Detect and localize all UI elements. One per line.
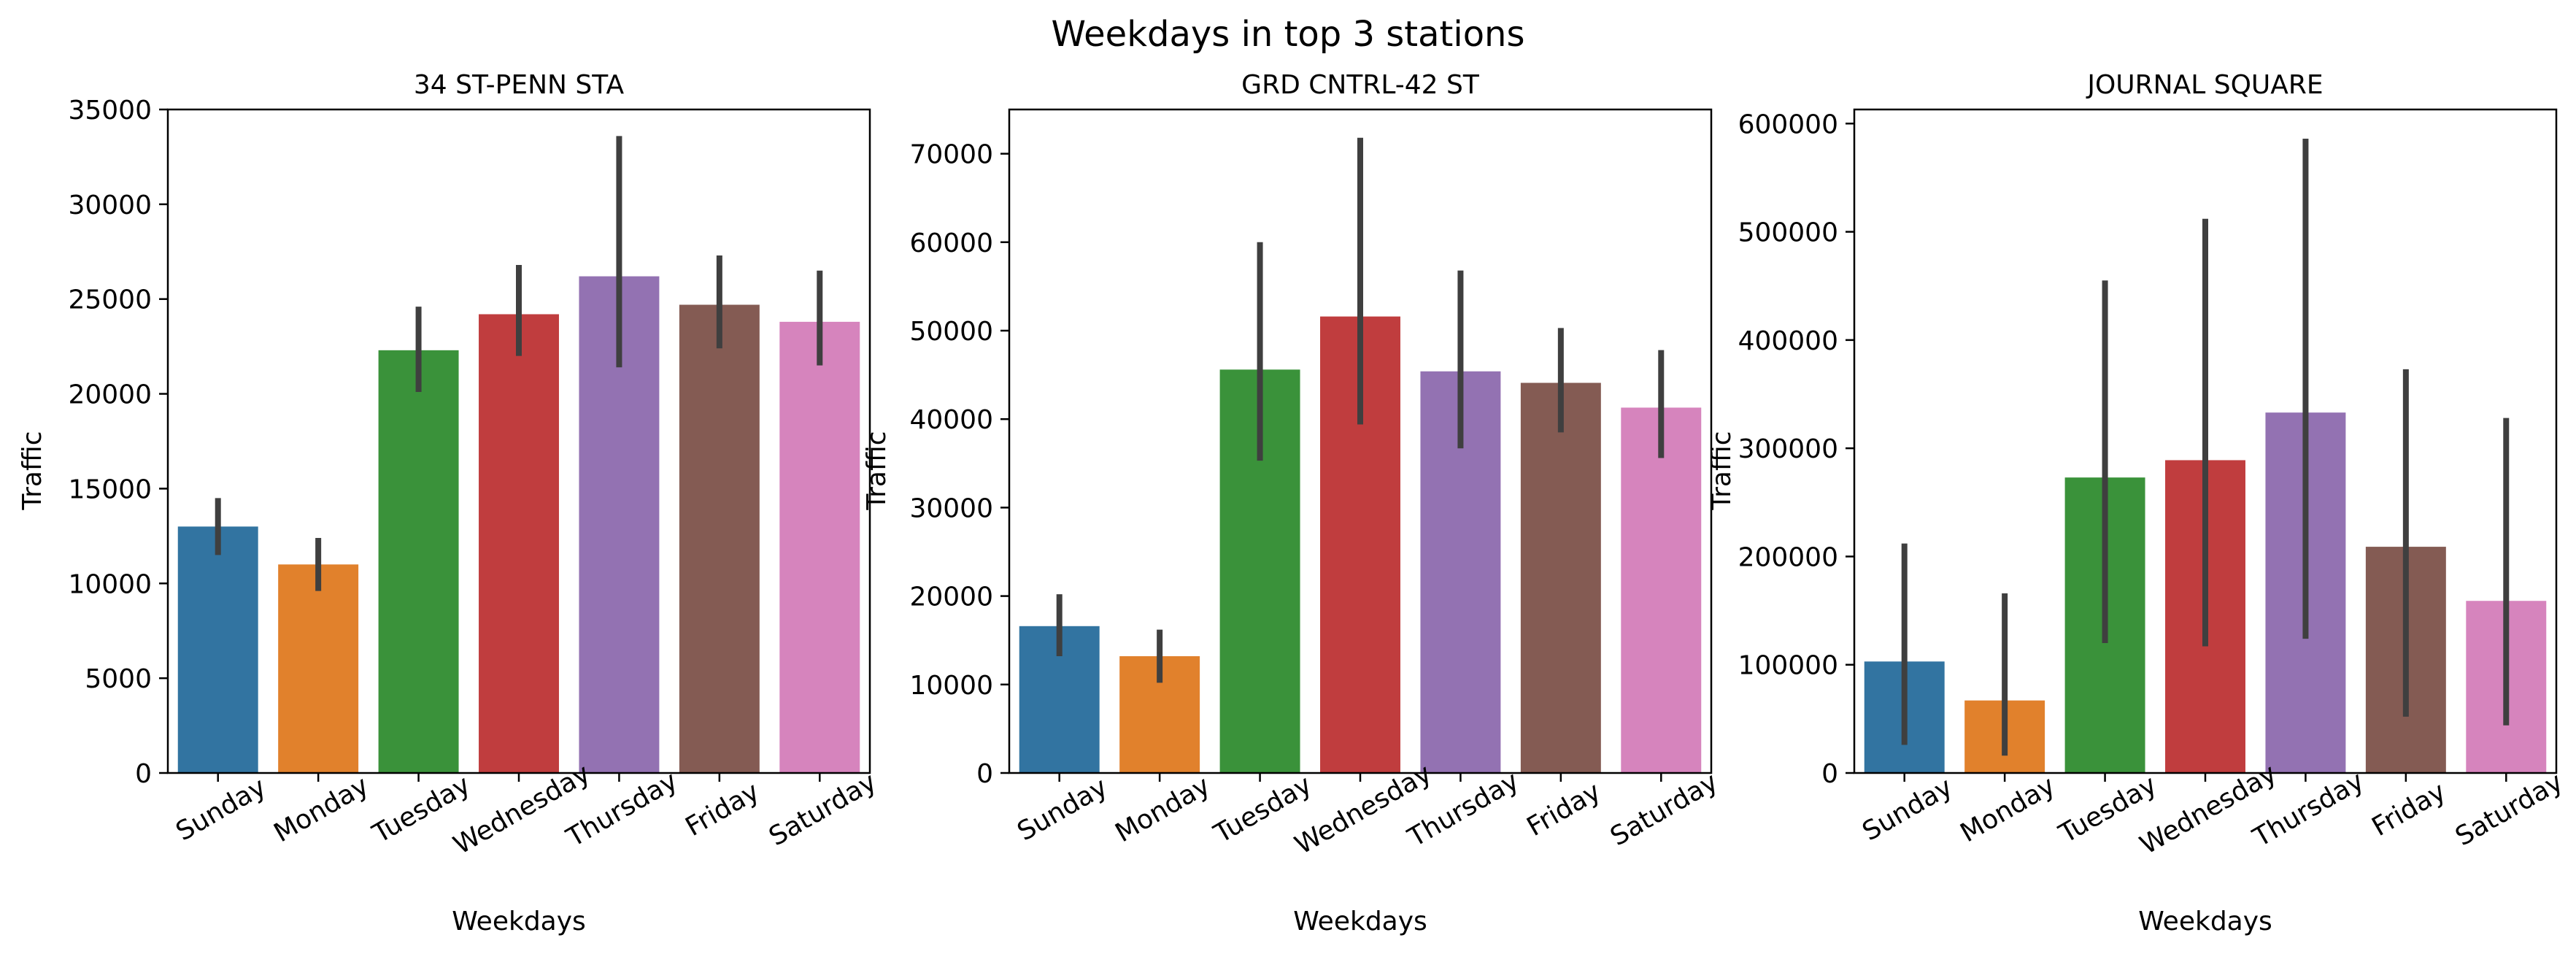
- bar-sunday: [177, 526, 258, 773]
- x-tick-label: Sunday: [171, 772, 271, 847]
- y-tick-label: 5000: [85, 664, 152, 694]
- x-tick-label: Monday: [1111, 771, 1216, 849]
- chart-title: JOURNAL SQUARE: [2086, 70, 2323, 100]
- y-tick-label: 10000: [909, 671, 993, 701]
- x-tick-label: Friday: [2367, 777, 2451, 842]
- y-tick-label: 40000: [909, 405, 993, 435]
- y-tick-label: 15000: [68, 474, 152, 504]
- y-tick-label: 500000: [1738, 218, 1838, 248]
- y-tick-label: 10000: [68, 569, 152, 599]
- chart-panel-2: 0 10000 20000 30000 40000 50000 60000 70000 Sund…: [862, 70, 1723, 936]
- x-tick-label: Sunday: [1857, 772, 1957, 847]
- y-tick-label: 70000: [909, 140, 993, 170]
- bar-wednesday: [479, 314, 559, 773]
- chart-panel-3: 0 100000 200000 300000 400000 500000 600000 Sun…: [1707, 70, 2568, 936]
- x-tick-label: Friday: [1522, 777, 1606, 842]
- x-axis-label: Weekdays: [452, 907, 586, 936]
- y-tick-label: 300000: [1738, 434, 1838, 464]
- y-axis-label: Traffic: [18, 431, 47, 510]
- x-tick-label: Monday: [1956, 771, 2061, 849]
- chart-title: GRD CNTRL-42 ST: [1241, 70, 1480, 100]
- y-tick-label: 50000: [909, 317, 993, 347]
- chart-title: 34 ST-PENN STA: [414, 70, 625, 100]
- y-tick-label: 60000: [909, 228, 993, 258]
- x-tick-label: Saturday: [2450, 767, 2568, 853]
- bar-saturday: [1621, 407, 1702, 773]
- bar-tuesday: [378, 350, 459, 773]
- y-tick-label: 0: [135, 759, 152, 789]
- bar-friday: [1520, 382, 1601, 773]
- x-tick-label: Friday: [681, 777, 765, 842]
- y-tick-label: 25000: [68, 285, 152, 315]
- y-tick-label: 200000: [1738, 542, 1838, 572]
- axes-root: 0 5000 10000 15000 20000 25000 30000 35000 Sunda…: [18, 70, 2568, 936]
- figure-title: Weekdays in top 3 stations: [1052, 14, 1525, 55]
- x-tick-label: Sunday: [1012, 772, 1112, 847]
- bar-friday: [679, 304, 760, 773]
- y-tick-label: 20000: [909, 582, 993, 612]
- y-tick-label: 30000: [909, 493, 993, 523]
- x-axis-label: Weekdays: [2138, 907, 2272, 936]
- y-tick-label: 600000: [1738, 109, 1838, 139]
- bar-saturday: [779, 321, 860, 773]
- chart-panel-1: 0 5000 10000 15000 20000 25000 30000 35000 Sunda…: [18, 70, 882, 936]
- y-tick-label: 20000: [68, 380, 152, 410]
- y-tick-label: 100000: [1738, 651, 1838, 681]
- y-tick-label: 35000: [68, 96, 152, 126]
- y-axis-label: Traffic: [1707, 431, 1737, 510]
- y-tick-label: 30000: [68, 191, 152, 220]
- x-tick-label: Monday: [269, 771, 374, 849]
- x-tick-label: Saturday: [1605, 767, 1723, 853]
- x-tick-label: Saturday: [764, 767, 882, 853]
- y-axis-label: Traffic: [862, 431, 892, 510]
- y-tick-label: 0: [976, 759, 993, 789]
- y-tick-label: 0: [1821, 759, 1838, 789]
- bar-monday: [278, 564, 359, 773]
- y-tick-label: 400000: [1738, 326, 1838, 356]
- x-axis-label: Weekdays: [1293, 907, 1427, 936]
